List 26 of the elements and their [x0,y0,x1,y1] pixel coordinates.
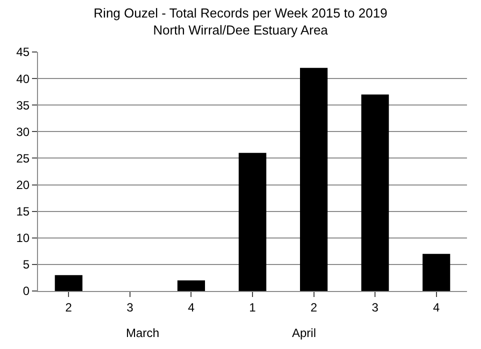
bar [54,275,82,291]
x-tick-label: 2 [65,300,72,314]
x-tick-label: 4 [188,300,195,314]
bar [300,68,328,291]
y-tick-label: 15 [16,204,30,219]
y-tick-label: 30 [16,124,30,139]
bar [238,152,266,291]
x-tick-label: 3 [126,300,134,314]
chart-title: Ring Ouzel - Total Records per Week 2015 to 2019 North Wirral/Dee Estuary Area [94,5,388,38]
y-tick-label: 35 [16,98,30,112]
text: April [292,326,316,340]
text: March [126,326,160,340]
y-tick-label: 5 [22,258,30,272]
x-tick-label: 4 [433,300,440,314]
x-tick-label: 1 [249,300,256,314]
x-tick-label: 3 [372,300,379,314]
y-tick-label: 40 [16,72,30,86]
y-tick-label: 45 [16,45,30,60]
y-tick-label: 10 [16,231,30,246]
bar [422,254,450,291]
y-tick-label: 25 [16,151,30,166]
y-tick-label: 0 [22,284,30,298]
bar [361,94,389,291]
bar [177,280,205,291]
y-tick-label: 20 [16,178,30,192]
x-tick-label: 2 [310,300,318,314]
